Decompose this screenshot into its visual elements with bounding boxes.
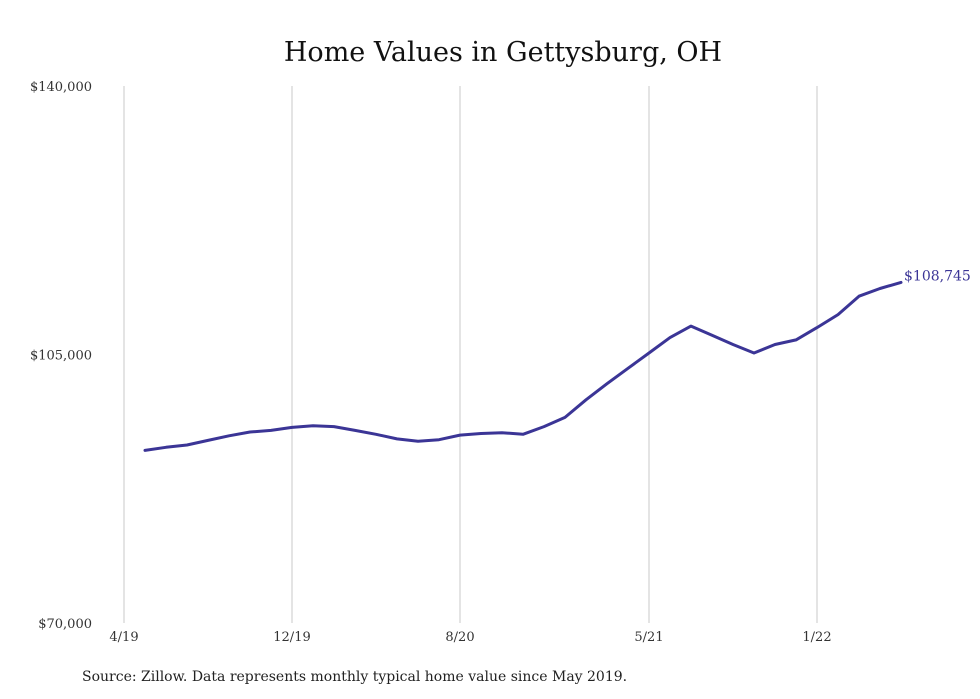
series-line [143, 280, 903, 452]
end-value-label: $108,745 [904, 268, 971, 284]
x-axis-ticks: 4/19 12/19 8/20 5/21 1/22 [109, 630, 831, 645]
y-tick-label: $105,000 [30, 349, 92, 364]
y-tick-label: $70,000 [38, 617, 92, 632]
y-tick-label: $140,000 [30, 80, 92, 95]
x-tick-label: 4/19 [109, 630, 138, 645]
x-tick-label: 12/19 [273, 630, 310, 645]
x-tick-label: 8/20 [445, 630, 474, 645]
source-note: Source: Zillow. Data represents monthly … [82, 669, 627, 685]
x-tick-label: 1/22 [802, 630, 831, 645]
x-tick-label: 5/21 [634, 630, 663, 645]
chart-title: Home Values in Gettysburg, OH [284, 37, 722, 68]
y-axis-ticks: $140,000 $105,000 $70,000 [30, 80, 92, 632]
gridlines [123, 86, 818, 623]
